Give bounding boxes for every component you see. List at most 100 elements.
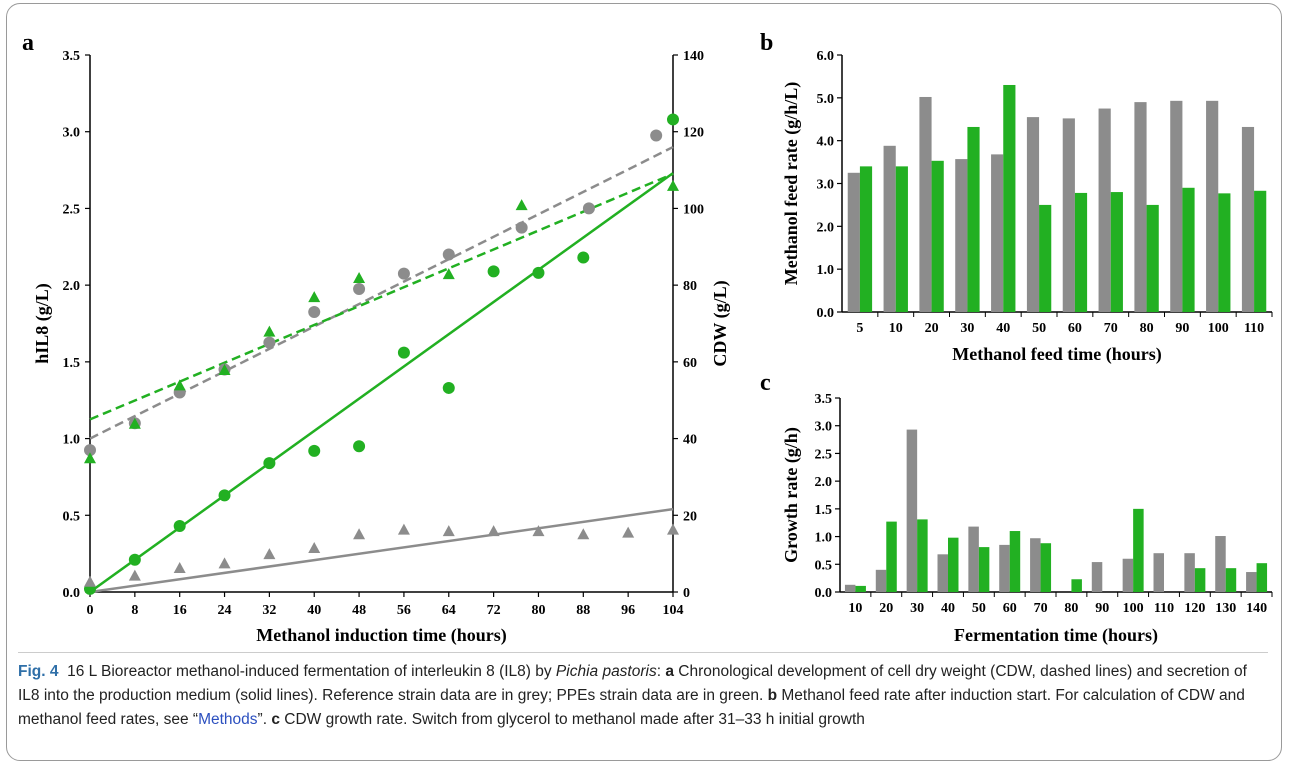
panel-b-series-1-bar (1098, 108, 1111, 313)
panel-b-series-2-bar (1146, 204, 1159, 312)
panel-b-y-axis-title: Methanol feed rate (g/h/L) (781, 82, 802, 285)
panel-a-series-3-point (532, 266, 545, 279)
panel-a-series-3-point (173, 520, 186, 533)
panel-a-series-2-point (173, 379, 186, 391)
panel-b-series-2-bar (1074, 192, 1088, 312)
panel-a-series-3-point (308, 444, 321, 457)
panel-a-y-tick-label: 1.0 (63, 433, 81, 448)
panel-a-series-1-point (84, 444, 96, 457)
panel-a-y-tick-label: 0.5 (63, 509, 81, 524)
caption-key-b: b (767, 687, 778, 704)
panel-b-series-2-bar (1218, 193, 1231, 312)
panel-c-y-tick-label: 1.0 (815, 531, 833, 546)
panel-c-x-tick-label: 110 (1154, 601, 1174, 616)
panel-b-x-tick-label: 30 (960, 321, 974, 336)
panel-b-chart: b Methanol feed time (hours) Methanol fe… (760, 30, 1273, 365)
panel-c-chart: c Fermentation time (hours) Growth rate … (760, 370, 1273, 646)
panel-a-series-2-point (353, 271, 366, 283)
panel-b-series-2-bar (1003, 84, 1016, 312)
panel-c-series-2-bar (1133, 508, 1144, 592)
panel-a-x-tick-label: 64 (442, 603, 456, 618)
panel-c-x-tick-label: 90 (1095, 601, 1109, 616)
panel-c-series-1-bar (875, 569, 887, 592)
panel-c-series-2-bar (948, 537, 959, 592)
panel-b-series-2-bar (895, 166, 908, 312)
panel-b-series-1-bar (1062, 118, 1075, 312)
panel-b-x-tick-label: 70 (1104, 321, 1118, 336)
panel-b-x-tick-label: 5 (856, 321, 863, 336)
panel-a-series-1-point (515, 221, 528, 234)
panel-c-y-tick-label: 2.0 (815, 475, 833, 490)
panel-c-series-1-bar (1153, 553, 1164, 592)
figure-canvas: a Methanol induction time (hours) hIL8 (… (22, 30, 1273, 646)
panel-a-series-1-point (582, 202, 595, 215)
panel-a-x-tick-label: 8 (131, 603, 138, 618)
panel-a-y-tick-label: 2.5 (63, 202, 81, 217)
methods-link[interactable]: Methods (198, 711, 258, 728)
panel-c-x-tick-label: 20 (879, 601, 893, 616)
panel-c-series-2-bar (1040, 543, 1052, 592)
panel-a-series-1-point (353, 282, 366, 295)
caption-text-4: Methanol feed rate after induction start… (18, 687, 1245, 728)
panel-a-series-1-point (442, 248, 455, 261)
panel-c-series-2-bar (1225, 568, 1237, 592)
panel-c-series-1-bar (906, 429, 918, 592)
panel-c-series-2-bar (855, 585, 866, 592)
panel-a-series-3-point (442, 381, 455, 394)
panel-c-x-tick-label: 130 (1215, 601, 1236, 616)
panel-a-y-tick-label: 0.0 (63, 586, 81, 601)
caption-text-1: 16 L Bioreactor methanol-induced ferment… (67, 663, 556, 680)
panel-a-x-tick-label: 0 (87, 603, 94, 618)
panel-a-series-3-point (218, 489, 231, 502)
panel-b-y-tick-label: 6.0 (817, 49, 835, 64)
panel-c-y-tick-label: 2.5 (815, 447, 833, 462)
panel-c-x-tick-label: 80 (1064, 601, 1078, 616)
panel-c-x-tick-label: 120 (1184, 601, 1205, 616)
panel-a-series-2-point (128, 417, 141, 429)
panel-a-y2-axis-title: CDW (g/L) (710, 280, 731, 366)
caption-text-3: Chronological development of cell dry we… (18, 663, 1247, 704)
figure-caption: Fig. 4 16 L Bioreactor methanol-induced … (18, 660, 1268, 732)
panel-a-trendline-1 (89, 145, 674, 440)
panel-a-series-1-point (263, 336, 276, 349)
panel-b-series-1-bar (1170, 100, 1183, 312)
panel-a-series-3-point (667, 113, 679, 126)
panel-a-series-3-point (263, 457, 276, 470)
panel-a-x-tick-label: 96 (621, 603, 635, 618)
panel-a-trendline-3 (89, 172, 674, 594)
panel-a-series-1-point (650, 129, 663, 142)
panel-a-x-tick-label: 56 (397, 603, 411, 618)
panel-a-series-3-point (128, 553, 141, 566)
panel-b-x-tick-label: 50 (1032, 321, 1046, 336)
panel-a-y2-tick-label: 60 (683, 356, 697, 371)
figure-label: Fig. 4 (18, 663, 59, 680)
panel-a-series-4-point (397, 523, 410, 535)
panel-b-x-tick-label: 40 (996, 321, 1010, 336)
panel-a-series-2-point (308, 291, 321, 303)
panel-c-series-1-bar (968, 526, 979, 592)
panel-a-y-tick-label: 3.0 (63, 126, 81, 141)
panel-b-x-tick-label: 90 (1175, 321, 1189, 336)
panel-c-series-2-bar (917, 519, 928, 592)
panel-a-y2-tick-label: 80 (683, 279, 697, 294)
caption-organism: Pichia pastoris (555, 663, 657, 680)
panel-c-series-1-bar (1122, 558, 1134, 592)
panel-b-series-1-bar (883, 145, 896, 312)
panel-a-x-tick-label: 80 (531, 603, 545, 618)
panel-a-y2-tick-label: 40 (683, 433, 697, 448)
panel-a-series-4-point (353, 528, 366, 540)
panel-b-y-tick-label: 3.0 (817, 178, 835, 193)
panel-a-y2-tick-label: 0 (683, 586, 690, 601)
panel-a-trendline-2 (89, 172, 674, 421)
panel-a-x-tick-label: 16 (173, 603, 187, 618)
panel-a-series-3-point (397, 346, 410, 359)
panel-c-x-axis-title: Fermentation time (hours) (954, 625, 1158, 646)
panel-c-x-tick-label: 70 (1034, 601, 1048, 616)
panel-b-series-1-bar (991, 154, 1004, 312)
panel-c-series-2-bar (1256, 563, 1268, 592)
panel-a-series-4-point (308, 542, 321, 554)
panel-a-series-2-point (218, 364, 231, 376)
panel-b-x-tick-label: 110 (1244, 321, 1264, 336)
panel-b-y-tick-label: 4.0 (817, 135, 835, 150)
panel-c-x-tick-label: 140 (1246, 601, 1267, 616)
